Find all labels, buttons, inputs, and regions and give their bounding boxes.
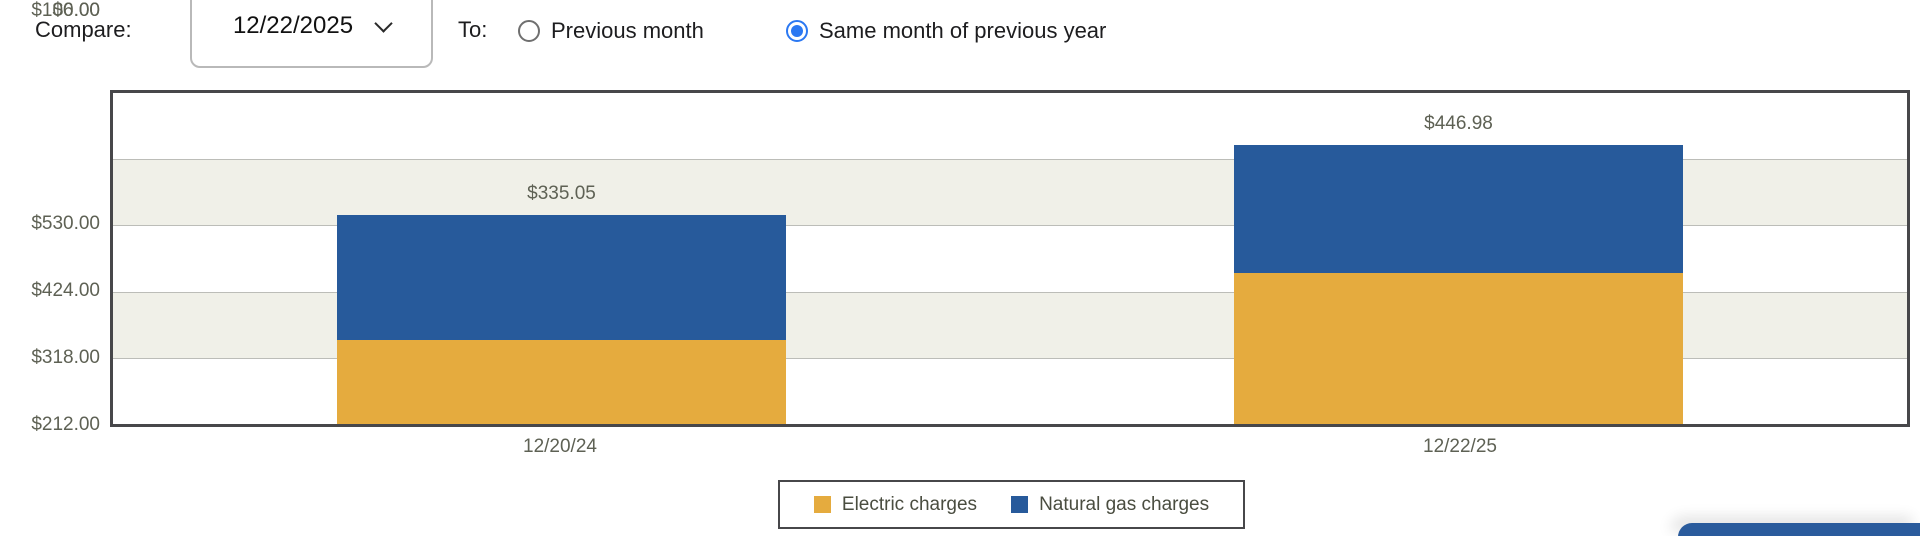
- to-label: To:: [458, 17, 488, 42]
- legend-label-electric: Electric charges: [841, 493, 978, 515]
- legend-item-natural-gas: Natural gas charges: [1011, 494, 1209, 516]
- legend-label-natural-gas: Natural gas charges: [1039, 493, 1210, 515]
- radio-previous-month-label: Previous month: [551, 18, 704, 43]
- bar-segment-electric[interactable]: [1234, 272, 1683, 424]
- bar-total-label: $446.98: [1424, 112, 1493, 134]
- electric-swatch-icon: [813, 496, 831, 513]
- y-axis-tick: $530.00: [31, 213, 100, 234]
- radio-unselected-icon: [518, 20, 540, 42]
- chart-legend: Electric charges Natural gas charges: [778, 480, 1245, 529]
- bar-group-12-20-24: $335.05: [337, 183, 786, 424]
- y-axis-tick: $106.00: [31, 0, 100, 21]
- radio-previous-month[interactable]: Previous month: [518, 9, 704, 53]
- radio-same-month-previous-year[interactable]: Same month of previous year: [786, 9, 1106, 53]
- bar-total-label: $335.05: [527, 182, 596, 204]
- bar-segment-natural-gas[interactable]: [337, 214, 786, 340]
- compare-label: Compare:: [35, 17, 132, 42]
- chevron-down-icon: [374, 13, 393, 33]
- legend-item-electric: Electric charges: [813, 493, 978, 516]
- y-axis-tick: $212.00: [31, 414, 100, 435]
- bottom-right-partial-button[interactable]: [1678, 523, 1920, 536]
- plot-area: $335.05 $446.98: [110, 90, 1910, 427]
- bar-group-12-22-25: $446.98: [1234, 113, 1683, 424]
- x-axis-label: 12/20/24: [523, 436, 597, 457]
- natural-gas-swatch-icon: [1011, 496, 1029, 513]
- x-axis-label: 12/22/25: [1423, 436, 1497, 457]
- date-select[interactable]: 12/22/2025: [190, 0, 433, 68]
- bar-segment-natural-gas[interactable]: [1234, 144, 1683, 273]
- date-select-value: 12/22/2025: [232, 12, 354, 39]
- bar-segment-electric[interactable]: [337, 339, 786, 424]
- y-axis-tick: $318.00: [31, 347, 100, 368]
- y-axis-tick: $0.00: [52, 0, 100, 21]
- radio-same-month-previous-year-label: Same month of previous year: [819, 18, 1107, 43]
- radio-selected-icon: [786, 20, 808, 42]
- y-axis-tick: $424.00: [31, 280, 100, 301]
